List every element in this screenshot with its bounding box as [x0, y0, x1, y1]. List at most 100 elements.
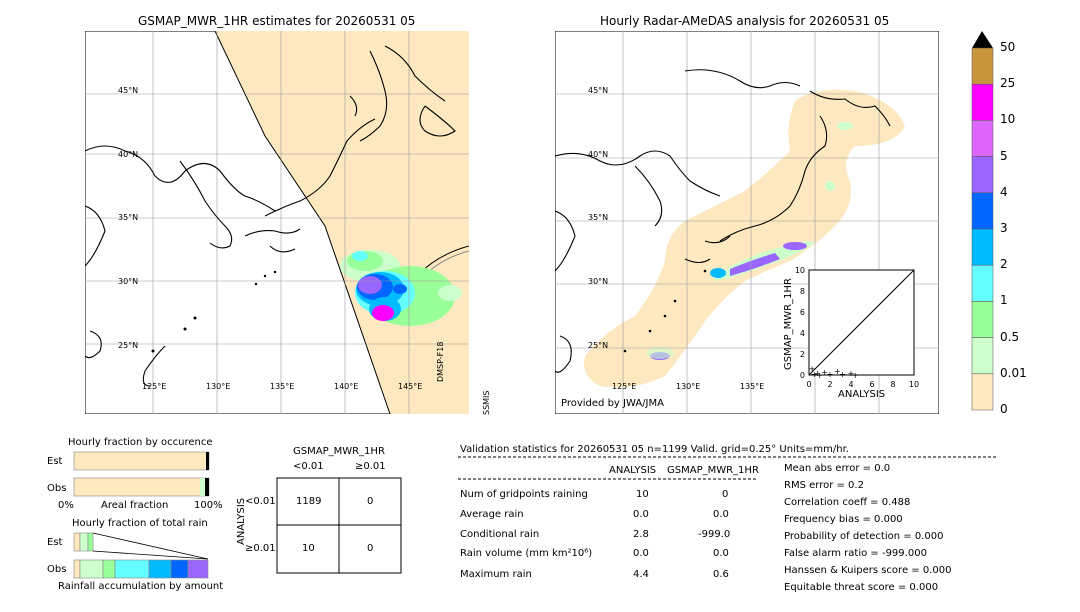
- colorbar-label: 0: [1000, 402, 1008, 416]
- sensor-label: DMSP-F18: [436, 338, 445, 382]
- score-line: False alarm ratio = -999.000: [784, 548, 927, 559]
- obs-rain-fraction: [200, 478, 205, 496]
- scatter-point: +: [852, 371, 859, 380]
- contingency-cell: 1189: [296, 496, 322, 507]
- scatter-xlabel: ANALYSIS: [838, 389, 886, 400]
- obs-rain-fraction-heavy: [205, 478, 209, 496]
- contingency-cell: 0: [367, 496, 374, 507]
- colorbar-label: 3: [1000, 221, 1008, 235]
- right-lat-label: 40°N: [588, 150, 609, 159]
- validation-col-estimate: GSMAP_MWR_1HR: [667, 465, 759, 476]
- right-lat-label: 25°N: [588, 341, 609, 350]
- colorbar-label: 4: [1000, 184, 1008, 199]
- total-rain-axis-label: Rainfall accumulation by amount: [58, 581, 224, 592]
- occurrence-bars: [73, 451, 210, 497]
- validation-col-analysis: ANALYSIS: [609, 465, 657, 476]
- stat-estimate-value: 0.6: [713, 569, 729, 580]
- stat-label: Average rain: [460, 509, 524, 520]
- est-occurrence-bar: [73, 451, 210, 471]
- stat-estimate-value: 0.0: [713, 548, 729, 559]
- validation-header: Validation statistics for 20260531 05 n=…: [460, 444, 849, 455]
- score-line: Correlation coeff = 0.488: [784, 497, 911, 508]
- left-lon-label: 135°E: [270, 382, 295, 391]
- scatter-xtick-label: 10: [909, 380, 919, 389]
- swath-edge: [214, 31, 391, 414]
- scatter-ytick-label: 4: [800, 329, 805, 338]
- colorbar-cell: [971, 301, 994, 338]
- occurrence-axis-label: Areal fraction: [101, 500, 169, 511]
- total-rain-obs-label: Obs: [47, 564, 67, 575]
- scatter-xtick-label: 4: [848, 380, 853, 389]
- scatter-ytick-label: 10: [795, 266, 805, 275]
- stat-estimate-value: 0.0: [713, 509, 729, 520]
- stat-analysis-value: 0.0: [633, 509, 649, 520]
- contingency-grid: [276, 477, 402, 574]
- total-rain-title: Hourly fraction of total rain: [72, 518, 208, 529]
- stat-analysis-value: 0.0: [633, 548, 649, 559]
- score-line: Probability of detection = 0.000: [784, 531, 944, 542]
- occurrence-title: Hourly fraction by occurence: [68, 437, 213, 448]
- left-lat-label: 30°N: [118, 277, 139, 286]
- colorbar-label: 5: [1000, 148, 1008, 163]
- colorbar-label: 1: [1000, 293, 1008, 308]
- left-lon-label: 140°E: [334, 382, 359, 391]
- contingency-cell: 10: [302, 543, 315, 554]
- colorbar-label: 25: [1000, 76, 1016, 91]
- left-map-title: GSMAP_MWR_1HR estimates for 20260531 05: [138, 14, 416, 28]
- right-map-title: Hourly Radar-AMeDAS analysis for 2026053…: [600, 14, 890, 28]
- right-islands: [623, 269, 707, 353]
- satellite-name: DMSP-F18: [436, 341, 445, 382]
- left-coastlines: [85, 45, 456, 387]
- total-rain-bars: [73, 532, 209, 579]
- scatter-ylabel: GSMAP_MWR_1HR: [783, 278, 794, 370]
- right-lon-label: 135°E: [740, 382, 765, 391]
- scatter-point: +: [827, 370, 834, 379]
- contingency-cell: 0: [367, 543, 374, 554]
- colorbar-extend-arrow: [972, 31, 993, 48]
- scatter-point: +: [834, 367, 841, 376]
- colorbar-label: 0.5: [1000, 329, 1020, 344]
- colorbar-label: 0.01: [1000, 365, 1027, 380]
- occurrence-est-label: Est: [47, 456, 63, 467]
- left-lat-label: 35°N: [118, 213, 139, 222]
- colorbar-cell: [971, 47, 994, 85]
- colorbar: [971, 31, 994, 411]
- diagonal-line: [808, 269, 915, 376]
- scatter-xtick-label: 2: [827, 380, 832, 389]
- scatter-ytick-label: 6: [800, 308, 805, 317]
- stat-analysis-value: 2.8: [633, 529, 649, 540]
- scatter-point: +: [839, 370, 846, 379]
- left-lat-label: 45°N: [118, 86, 139, 95]
- obs-occurrence-bar: [73, 477, 210, 497]
- left-lat-label: 40°N: [118, 150, 139, 159]
- occurrence-axis-left: 0%: [58, 500, 74, 511]
- left-lon-label: 125°E: [142, 382, 167, 391]
- scatter-point: +: [811, 370, 818, 379]
- right-lat-label: 45°N: [588, 86, 609, 95]
- right-lon-label: 130°E: [676, 382, 701, 391]
- right-lat-label: 30°N: [588, 277, 609, 286]
- scatter-point: +: [848, 369, 855, 378]
- colorbar-cell: [971, 337, 994, 375]
- colorbar-label: 50: [1000, 40, 1016, 54]
- colorbar-cell: [971, 156, 994, 194]
- colorbar-label: 10: [1000, 112, 1016, 127]
- right-coastlines: [555, 69, 891, 373]
- colorbar-cell: [971, 192, 994, 230]
- right-gridlines: [555, 31, 939, 414]
- data-credit: Provided by JWA/JMA: [561, 398, 664, 409]
- stat-label: Num of gridpoints raining: [460, 489, 588, 500]
- right-lat-label: 35°N: [588, 213, 609, 222]
- total-rain-est-label: Est: [47, 537, 63, 548]
- scatter-ytick-label: 0: [800, 371, 805, 380]
- stat-label: Conditional rain: [460, 529, 540, 540]
- contingency-row1: <0.01: [245, 496, 276, 507]
- validation-dividers: [458, 456, 996, 480]
- stat-label: Rain volume (mm km²10⁶): [460, 548, 593, 559]
- scatter-point: +: [814, 369, 821, 378]
- scatter-point: +: [809, 365, 816, 374]
- scatter-ytick-label: 8: [800, 287, 805, 296]
- colorbar-cell: [971, 228, 994, 266]
